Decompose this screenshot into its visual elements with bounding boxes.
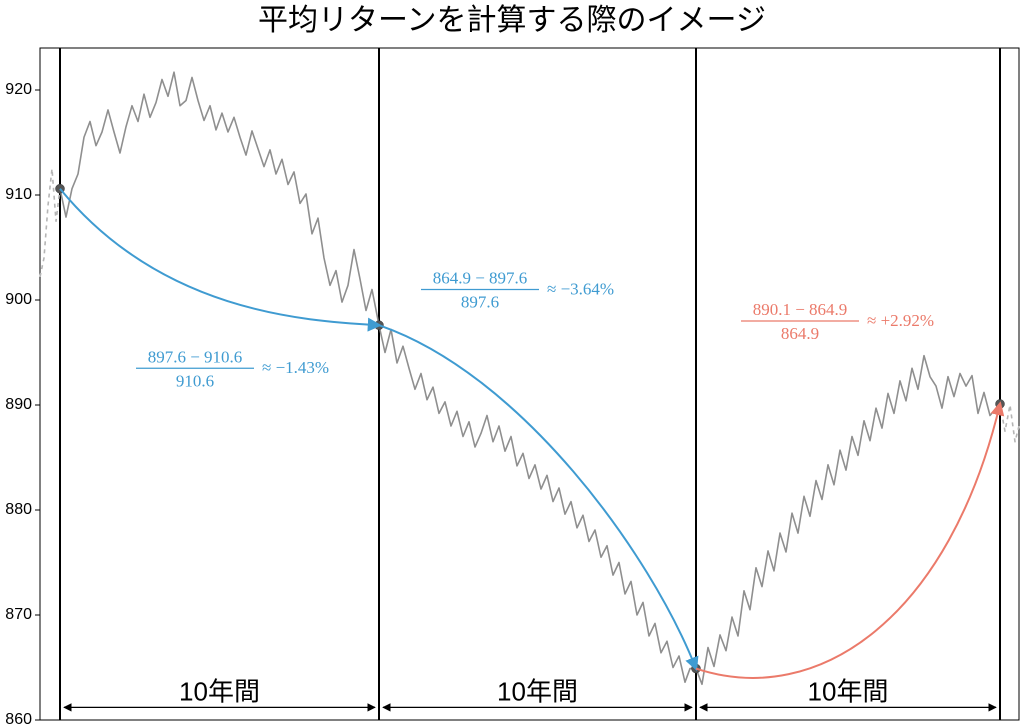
return-curve-arrow	[696, 404, 1000, 678]
chart-title: 平均リターンを計算する際のイメージ	[258, 4, 766, 37]
ytick-label: 860	[5, 711, 32, 726]
formula-numerator: 897.6 − 910.6	[148, 347, 243, 366]
price-series-post	[1000, 404, 1019, 442]
formula-denominator: 864.9	[781, 324, 819, 343]
formula-denominator: 910.6	[176, 371, 214, 390]
formula-result: ≈ −3.64%	[547, 279, 614, 298]
ytick-label: 880	[5, 501, 32, 518]
ytick-label: 920	[5, 81, 32, 98]
return-chart: 平均リターンを計算する際のイメージ 860 870 880 890 900 910 920 1…	[0, 0, 1024, 726]
period-label: 10年間	[179, 677, 260, 707]
period-label: 10年間	[808, 677, 889, 707]
price-series-pre	[40, 169, 60, 277]
return-curve-arrow	[60, 189, 379, 326]
formula-numerator: 890.1 − 864.9	[753, 300, 848, 319]
formula-numerator: 864.9 − 897.6	[433, 269, 528, 288]
period-label: 10年間	[497, 677, 578, 707]
ytick-label: 910	[5, 186, 32, 203]
plot-area: 860 870 880 890 900 910 920 10年間 10年間 10年間 897.6 −…	[5, 48, 1019, 726]
ytick-label: 890	[5, 396, 32, 413]
ytick-label: 900	[5, 291, 32, 308]
formula-denominator: 897.6	[461, 293, 499, 312]
formula-result: ≈ +2.92%	[867, 311, 934, 330]
formula-result: ≈ −1.43%	[262, 358, 329, 377]
ytick-label: 870	[5, 606, 32, 623]
return-curve-arrow	[379, 325, 696, 668]
